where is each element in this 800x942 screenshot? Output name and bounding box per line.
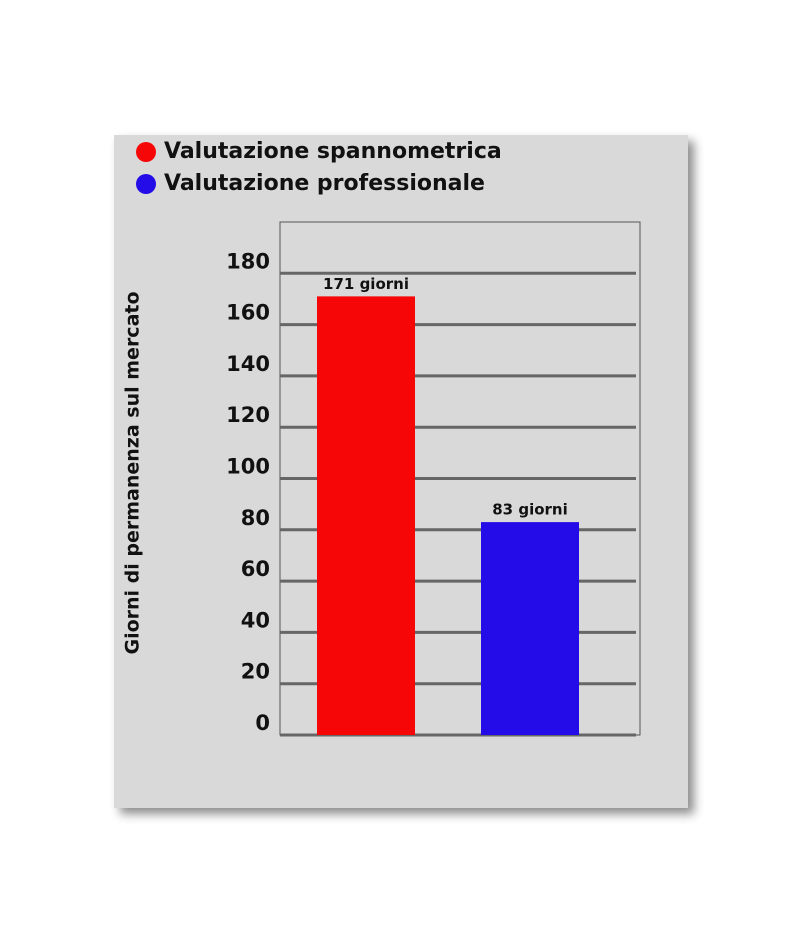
value-label: 83 giorni xyxy=(492,501,568,519)
legend-swatch xyxy=(136,174,156,194)
y-tick-label: 20 xyxy=(241,660,270,684)
y-tick-label: 180 xyxy=(226,249,270,273)
y-tick-label: 140 xyxy=(226,352,270,376)
y-tick-label: 40 xyxy=(241,608,270,632)
legend-label: Valutazione professionale xyxy=(164,171,485,196)
legend-swatch xyxy=(136,142,156,162)
y-tick-label: 160 xyxy=(226,301,270,325)
y-axis-label: Giorni di permanenza sul mercato xyxy=(122,291,144,654)
bar xyxy=(481,522,579,735)
y-tick-label: 120 xyxy=(226,403,270,427)
bar xyxy=(317,296,415,735)
legend-label: Valutazione spannometrica xyxy=(164,139,502,164)
value-label: 171 giorni xyxy=(323,275,409,293)
y-tick-label: 80 xyxy=(241,506,270,530)
y-tick-label: 100 xyxy=(226,455,270,479)
y-tick-label: 60 xyxy=(241,557,270,581)
y-tick-label: 0 xyxy=(255,711,270,735)
